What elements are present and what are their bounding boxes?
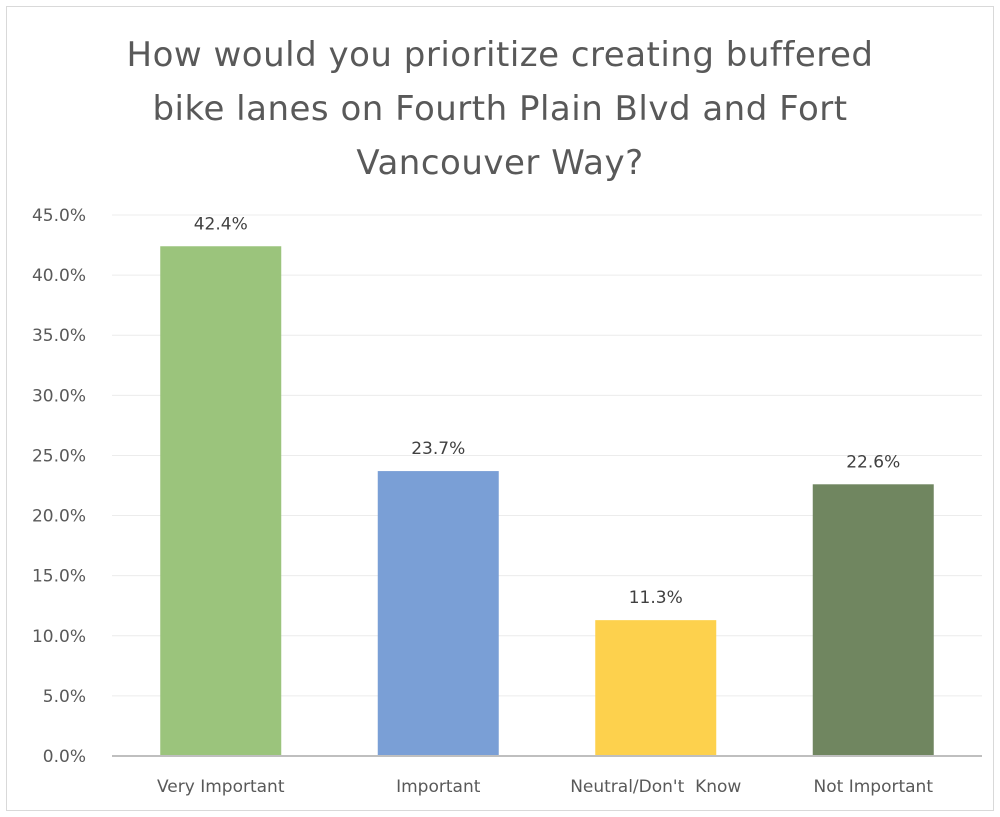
y-tick-label: 35.0%: [32, 326, 86, 346]
data-label: 23.7%: [411, 439, 465, 459]
data-label: 22.6%: [846, 452, 900, 472]
bar: [812, 484, 934, 756]
chart-title-line-3: Vancouver Way?: [356, 143, 644, 183]
y-tick-label: 30.0%: [32, 386, 86, 406]
y-tick-label: 25.0%: [32, 446, 86, 466]
x-tick-label: Neutral/Don't Know: [570, 777, 741, 797]
y-tick-label: 5.0%: [43, 687, 86, 707]
y-tick-label: 40.0%: [32, 266, 86, 286]
x-tick-label: Very Important: [157, 777, 285, 797]
data-label: 42.4%: [194, 214, 248, 234]
data-label: 11.3%: [629, 588, 683, 608]
chart-title-line-2: bike lanes on Fourth Plain Blvd and Fort: [152, 89, 848, 129]
y-tick-label: 10.0%: [32, 627, 86, 647]
x-tick-label: Important: [396, 777, 481, 797]
x-tick-label: Not Important: [814, 777, 934, 797]
bar: [377, 471, 499, 756]
y-tick-label: 20.0%: [32, 507, 86, 527]
bar: [160, 246, 282, 756]
chart-title-line-1: How would you prioritize creating buffer…: [126, 35, 874, 75]
bar: [595, 620, 717, 756]
y-tick-label: 45.0%: [32, 206, 86, 226]
chart-title: How would you prioritize creating buffer…: [0, 28, 1000, 190]
y-tick-label: 15.0%: [32, 567, 86, 587]
y-tick-label: 0.0%: [43, 747, 86, 767]
